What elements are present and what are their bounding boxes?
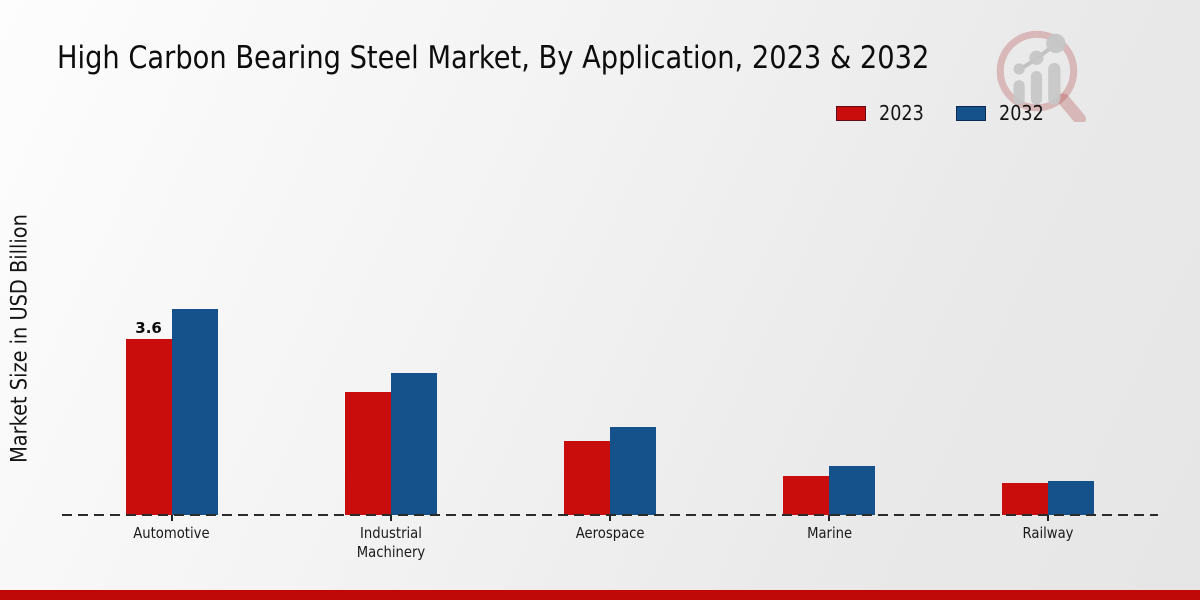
bar-pair-marine — [783, 260, 876, 515]
bar-2032-marine[interactable] — [829, 466, 876, 515]
chart-title-text: High Carbon Bearing Steel Market, By App… — [57, 40, 930, 76]
data-label-2023-automotive: 3.6 — [135, 318, 162, 337]
legend-label-text-2032: 2032 — [998, 101, 1044, 125]
x-axis-baseline — [62, 514, 1158, 516]
legend-label-2032: 2032 — [999, 101, 1050, 125]
bar-2023-aerospace[interactable] — [564, 441, 610, 515]
legend-label-2023: 2023 — [879, 101, 930, 125]
axis-tick-aerospace — [609, 515, 611, 521]
legend-swatch-2023 — [836, 105, 866, 121]
category-label-industrial-machinery: Industrial Machinery — [356, 524, 426, 561]
category-group-automotive: 3.6 Automotive — [62, 260, 281, 562]
axis-tick-railway — [1047, 515, 1050, 521]
bar-pair-automotive: 3.6 — [125, 260, 218, 515]
category-group-railway: Railway — [939, 260, 1158, 562]
legend-swatch-2032 — [955, 105, 986, 121]
axis-tick-marine — [828, 515, 831, 521]
bar-2032-railway[interactable] — [1048, 480, 1095, 515]
category-label-aerospace: Aerospace — [575, 524, 645, 542]
y-axis-label-text: Market Size in USD Billion — [7, 214, 33, 463]
bar-2023-marine[interactable] — [783, 475, 830, 515]
category-label-automotive: Automotive — [133, 524, 210, 542]
bar-2032-automotive[interactable] — [171, 309, 218, 515]
axis-tick-industrial-machinery — [389, 515, 392, 521]
bar-2023-railway[interactable] — [1002, 483, 1049, 515]
bar-pair-industrial-machinery — [344, 260, 437, 515]
bar-pair-railway — [1002, 260, 1095, 515]
category-label-marine: Marine — [806, 524, 852, 542]
bar-2023-industrial-machinery[interactable] — [344, 392, 391, 515]
legend-item-2023[interactable]: 2023 — [836, 101, 930, 125]
bar-2032-industrial-machinery[interactable] — [390, 372, 437, 515]
bar-pair-aerospace — [564, 260, 656, 515]
bottom-accent-bar — [0, 590, 1200, 600]
legend-label-text-2023: 2023 — [879, 101, 924, 125]
plot-area: 3.6 Automotive Industrial Machinery Aerospa… — [62, 260, 1158, 562]
bar-2023-automotive[interactable]: 3.6 — [125, 319, 172, 515]
axis-tick-automotive — [170, 515, 173, 521]
bar-2032-aerospace[interactable] — [610, 426, 656, 515]
chart-title: High Carbon Bearing Steel Market, By App… — [57, 40, 1048, 76]
legend: 2023 2032 — [836, 101, 1050, 125]
market-research-magnifier-logo-icon — [996, 30, 1086, 122]
category-group-industrial-machinery: Industrial Machinery — [281, 260, 500, 562]
category-label-railway: Railway — [1022, 524, 1074, 542]
legend-item-2032[interactable]: 2032 — [955, 101, 1050, 125]
category-group-aerospace: Aerospace — [500, 260, 719, 562]
category-group-marine: Marine — [720, 260, 939, 562]
y-axis-label: Market Size in USD Billion — [8, 179, 33, 499]
